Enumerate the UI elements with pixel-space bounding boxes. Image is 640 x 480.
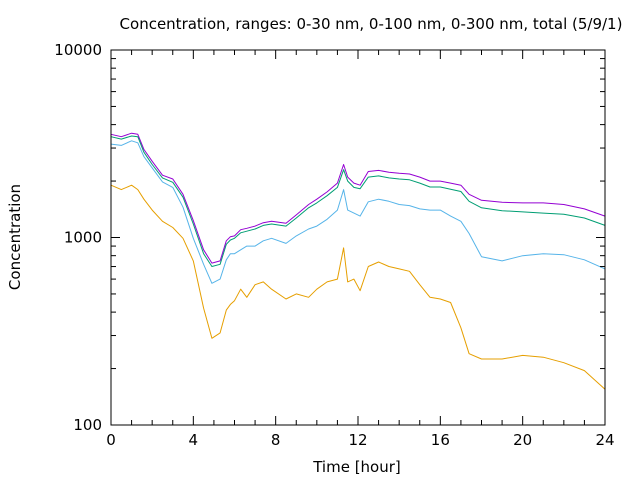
y-tick-label: 10000 — [54, 41, 102, 59]
x-tick-label: 0 — [106, 431, 116, 449]
x-tick-label: 20 — [513, 431, 532, 449]
chart-title: Concentration, ranges: 0-30 nm, 0-100 nm… — [120, 15, 623, 33]
y-tick-label: 1000 — [64, 229, 102, 247]
series-line-1 — [110, 132, 606, 264]
tick-layer: 0 4 8 12 16 20 24 100 1000 10000 — [54, 41, 614, 449]
series-layer — [110, 132, 606, 390]
x-tick-label: 4 — [189, 431, 199, 449]
x-tick-label: 12 — [348, 431, 367, 449]
x-tick-label: 8 — [271, 431, 281, 449]
x-tick-label: 24 — [595, 431, 614, 449]
series-line-3 — [110, 140, 606, 284]
y-axis-label: Concentration — [6, 184, 24, 290]
series-line-2 — [110, 135, 606, 267]
plot-frame — [110, 49, 606, 426]
x-tick-label: 16 — [431, 431, 450, 449]
y-tick-label: 100 — [73, 416, 102, 434]
x-axis-label: Time [hour] — [312, 458, 401, 476]
series-line-4 — [110, 184, 606, 390]
